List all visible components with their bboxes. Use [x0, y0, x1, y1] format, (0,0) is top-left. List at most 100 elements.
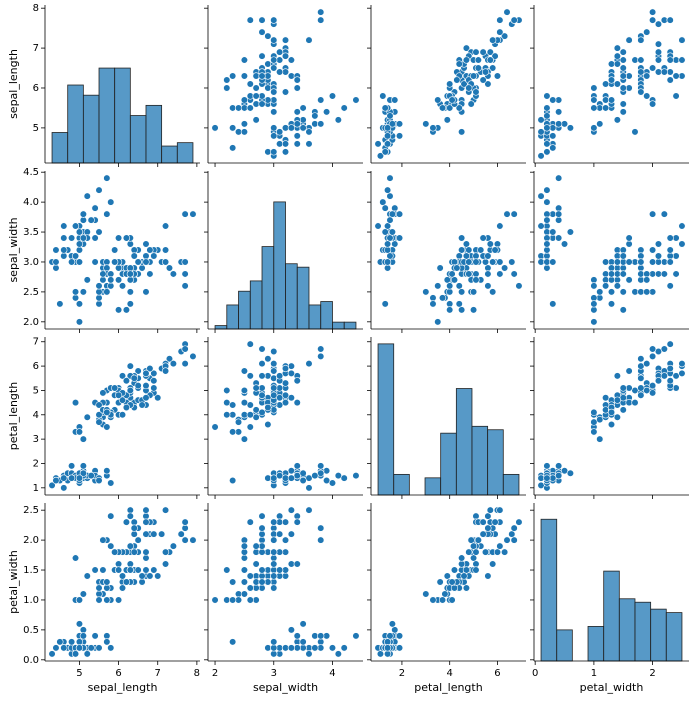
- scatter-point: [543, 112, 551, 120]
- y-tick-label: 2: [33, 458, 39, 469]
- scatter-point: [602, 282, 610, 290]
- scatter-point: [126, 542, 134, 550]
- scatter-point: [469, 542, 478, 550]
- scatter-point: [467, 100, 475, 108]
- histogram-bar: [161, 145, 178, 164]
- scatter-point: [126, 288, 134, 296]
- scatter-point: [472, 270, 480, 278]
- scatter-point: [317, 632, 325, 640]
- scatter-point: [625, 36, 633, 44]
- scatter-point: [103, 288, 111, 296]
- scatter-point: [555, 234, 563, 242]
- scatter-point: [258, 100, 266, 108]
- scatter-point: [590, 276, 598, 284]
- scatter-point: [383, 246, 392, 254]
- scatter-point: [479, 234, 487, 242]
- scatter-point: [458, 554, 466, 562]
- scatter-point: [126, 560, 134, 568]
- scatter-point: [493, 72, 502, 80]
- scatter-point: [543, 186, 551, 194]
- scatter-point: [52, 246, 60, 254]
- scatter-point: [496, 28, 504, 36]
- scatter-point: [486, 56, 494, 64]
- histogram-bar: [377, 343, 395, 496]
- scatter-point: [590, 428, 598, 436]
- scatter-point: [130, 252, 138, 260]
- scatter-point: [276, 530, 284, 538]
- scatter-point: [381, 204, 389, 212]
- scatter-point: [252, 384, 260, 392]
- scatter-point: [472, 88, 480, 96]
- scatter-point: [619, 64, 627, 72]
- scatter-point: [270, 560, 278, 568]
- scatter-point: [503, 536, 511, 544]
- scatter-point: [543, 140, 551, 148]
- scatter-point: [560, 240, 569, 248]
- scatter-point: [134, 566, 142, 574]
- histogram-bar: [556, 629, 573, 662]
- y-tick-label: 2.0: [23, 317, 39, 328]
- scatter-point: [189, 210, 197, 218]
- scatter-point: [158, 530, 166, 538]
- scatter-point: [666, 234, 674, 242]
- scatter-point: [379, 92, 387, 100]
- scatter-point: [317, 16, 325, 24]
- y-tick-label: 6: [33, 361, 39, 372]
- scatter-point: [281, 518, 290, 526]
- scatter-point: [493, 240, 502, 248]
- scatter-point: [648, 258, 657, 266]
- scatter-point: [169, 542, 177, 550]
- scatter-point: [223, 386, 231, 395]
- scatter-point: [607, 276, 616, 284]
- histogram-bar: [487, 429, 504, 496]
- scatter-point: [637, 374, 645, 382]
- scatter-point: [107, 270, 115, 278]
- scatter-point: [79, 469, 87, 477]
- scatter-point: [118, 411, 127, 419]
- scatter-point: [91, 234, 99, 242]
- scatter-point: [211, 596, 219, 604]
- scatter-point: [666, 252, 674, 260]
- scatter-point: [287, 530, 295, 538]
- scatter-point: [543, 246, 551, 254]
- scatter-point: [543, 216, 551, 224]
- scatter-point: [484, 282, 492, 290]
- scatter-point: [462, 252, 471, 260]
- scatter-point: [602, 258, 610, 266]
- panel: 5 6 7 8: [33, 3, 200, 167]
- scatter-point: [555, 174, 563, 182]
- scatter-point: [474, 56, 482, 64]
- scatter-point: [118, 572, 127, 580]
- scatter-point: [287, 56, 295, 64]
- scatter-point: [619, 288, 627, 296]
- y-tick-label: 7: [33, 337, 39, 348]
- scatter-point: [619, 246, 627, 254]
- scatter-point: [122, 518, 131, 526]
- scatter-point: [107, 542, 115, 550]
- scatter-point: [270, 347, 278, 356]
- scatter-point: [496, 222, 504, 230]
- scatter-point: [103, 210, 111, 218]
- scatter-point: [477, 246, 485, 254]
- scatter-point: [60, 222, 68, 230]
- scatter-point: [317, 462, 325, 470]
- scatter-point: [386, 216, 394, 224]
- scatter-point: [654, 377, 663, 385]
- scatter-point: [142, 506, 150, 514]
- scatter-point: [543, 124, 551, 132]
- scatter-point: [510, 270, 518, 278]
- scatter-point: [537, 192, 545, 200]
- scatter-point: [287, 644, 295, 652]
- panel: [530, 337, 689, 499]
- scatter-point: [240, 56, 249, 64]
- histogram-bar: [471, 425, 489, 496]
- scatter-point: [637, 258, 645, 266]
- scatter-point: [107, 282, 115, 290]
- scatter-point: [395, 210, 404, 218]
- scatter-point: [648, 8, 657, 16]
- histogram-bar: [226, 304, 239, 330]
- scatter-point: [99, 276, 107, 284]
- scatter-point: [95, 282, 103, 290]
- panel: 0 1 2: [530, 503, 689, 679]
